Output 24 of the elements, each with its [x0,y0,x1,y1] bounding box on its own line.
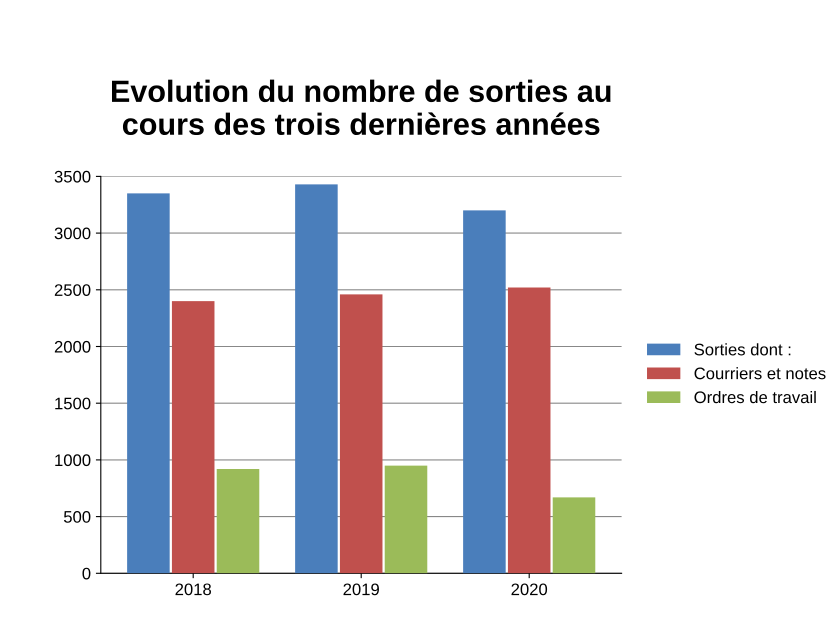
bar [508,288,550,574]
y-tick-label: 2500 [54,284,90,296]
y-tick-label: 3000 [54,228,90,240]
bar [216,468,260,574]
y-tick-label: 1500 [55,398,90,410]
bar [384,466,428,574]
bar [172,301,214,574]
y-tick-label: 500 [64,511,90,523]
y-tick-label: 3500 [54,170,90,183]
legend-label: Sorties dont : [694,343,790,356]
bar [340,294,382,574]
x-tick-label: 2020 [512,583,548,596]
x-tick-label: 2018 [176,583,212,596]
x-tick-label: 2019 [344,583,379,596]
bar [127,193,170,574]
bar [295,184,338,574]
bar [463,210,506,574]
legend-label: Ordres de travail [694,390,816,404]
chart-title: Evolution du nombre de sorties au cours des trois dernières années [112,80,610,136]
legend-label: Courriers et notes [694,367,826,380]
bar [552,497,596,574]
y-tick-label: 0 [82,568,90,580]
y-tick-label: 1000 [55,454,90,466]
y-tick-label: 2000 [54,340,90,353]
